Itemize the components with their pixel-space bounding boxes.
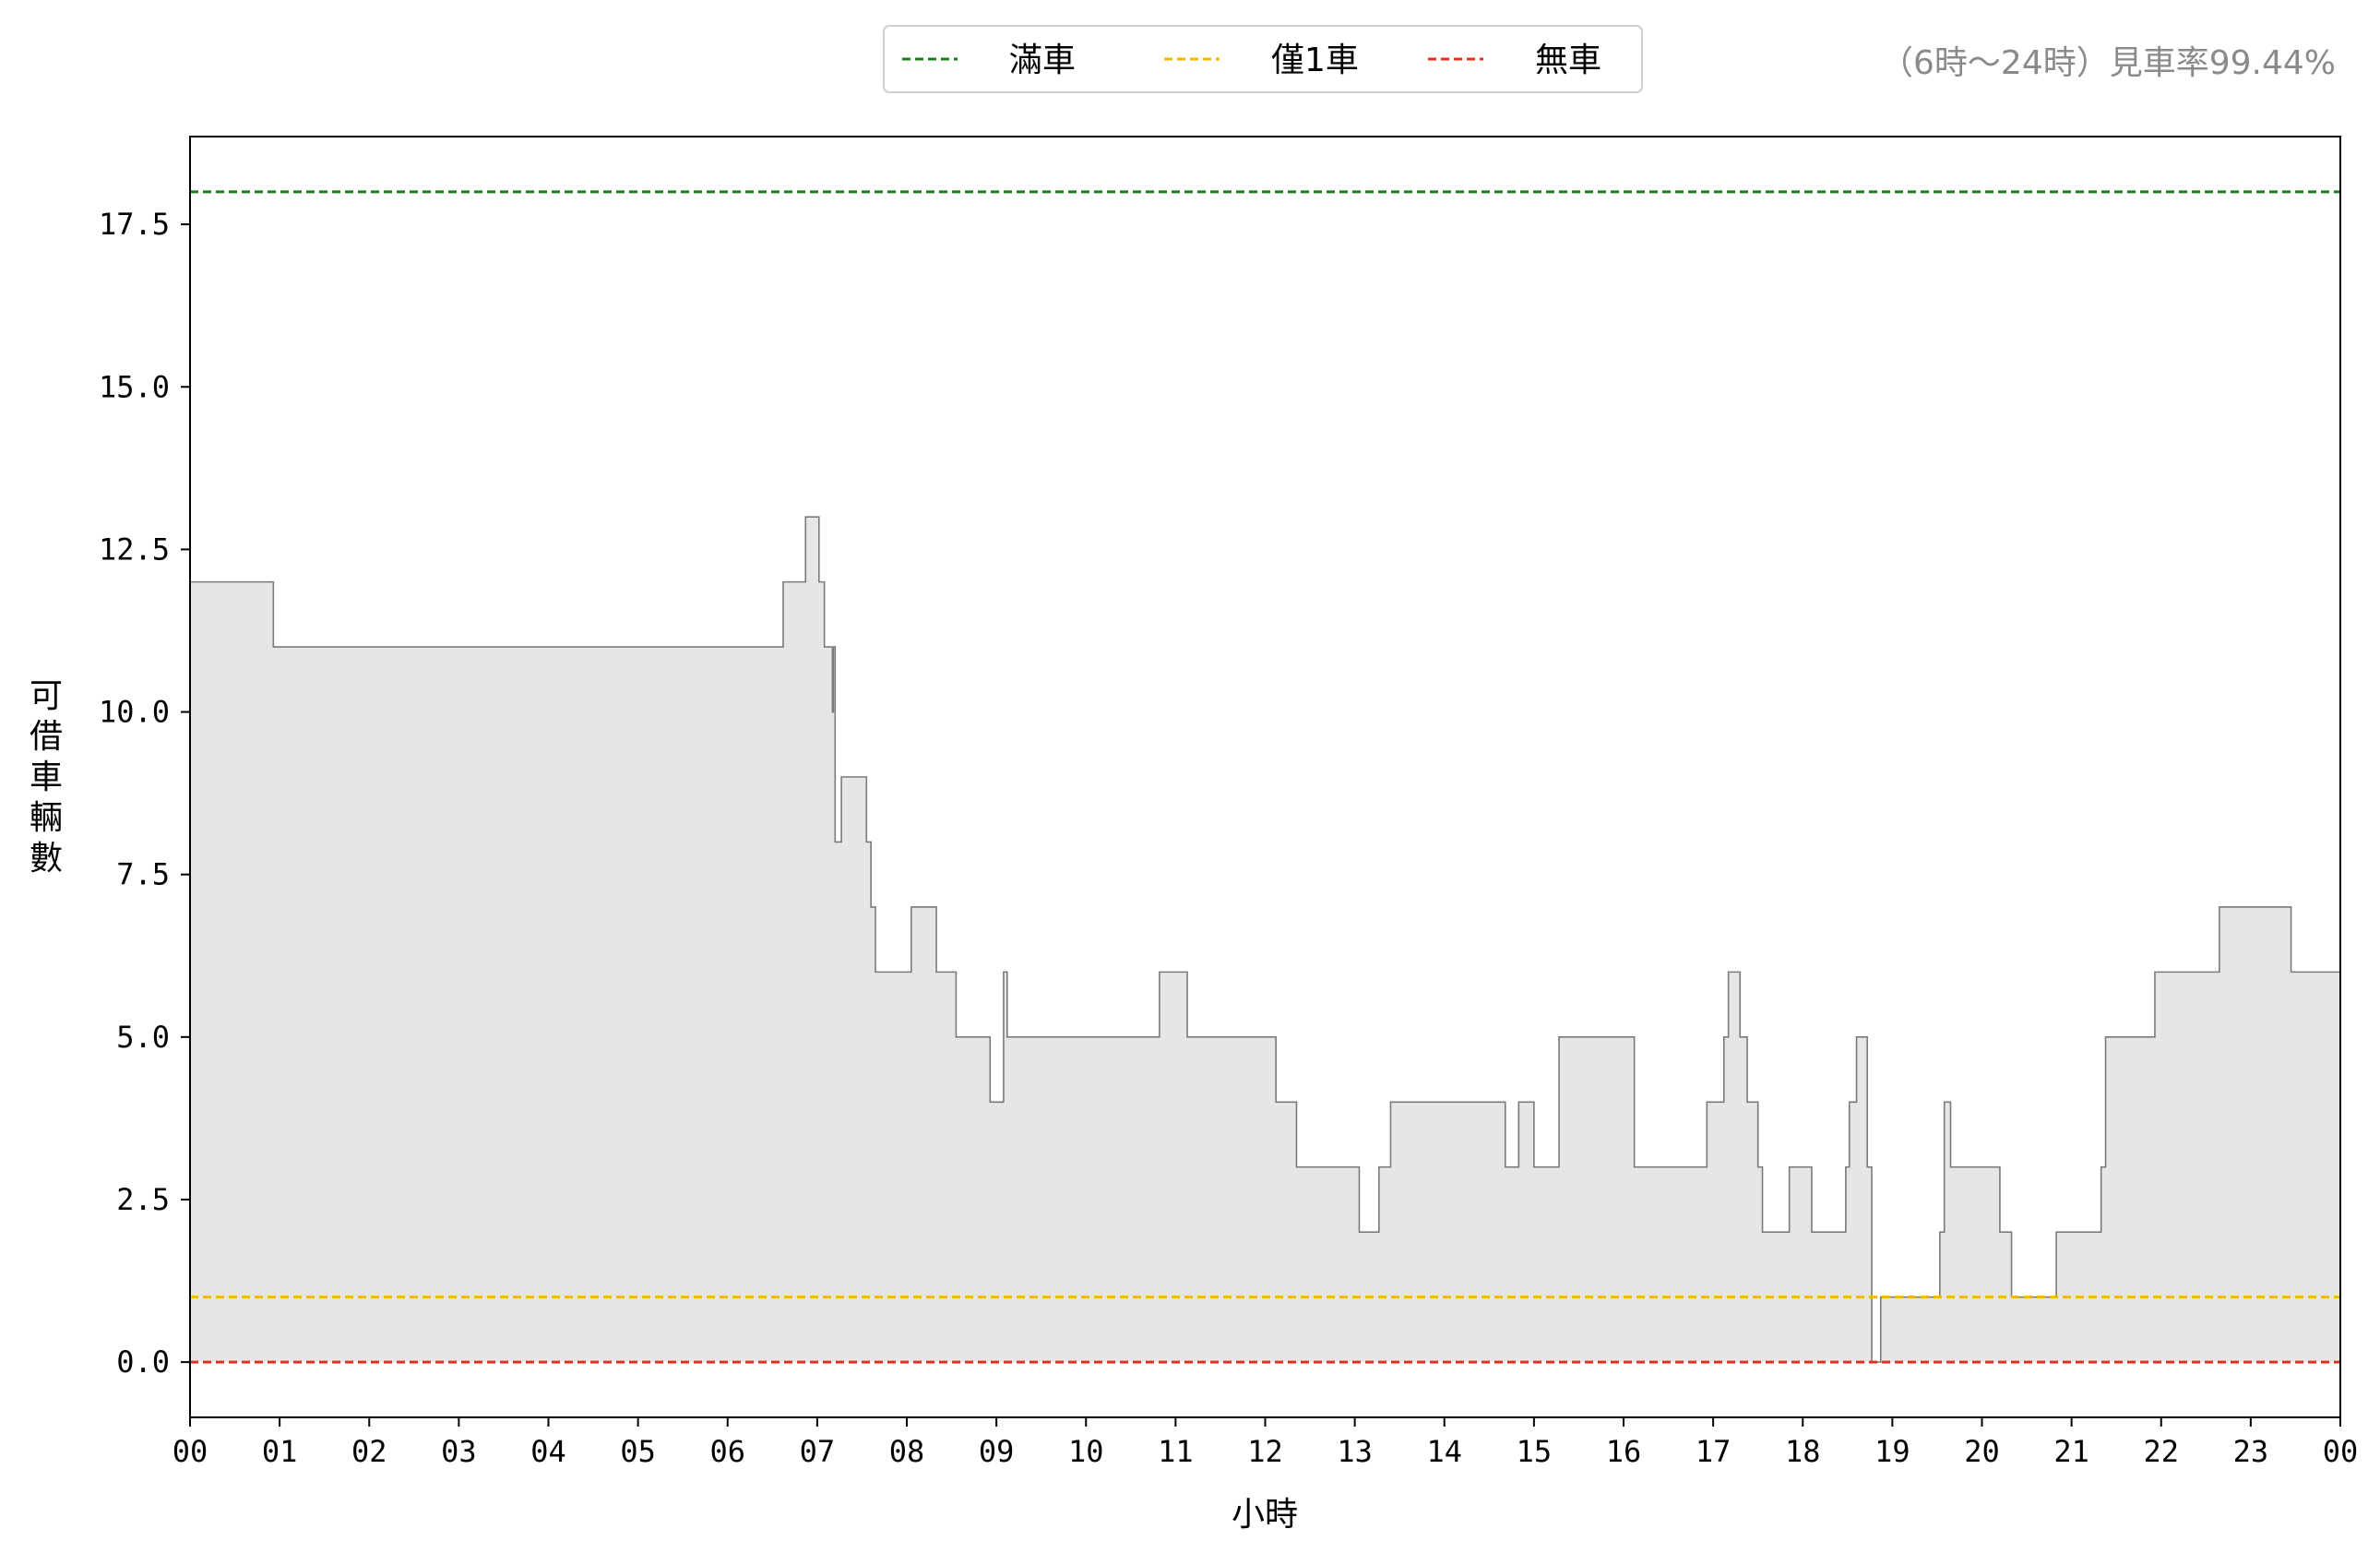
x-tick-label: 02 [351, 1434, 387, 1469]
y-axis-title: 可借車輛數 [30, 677, 63, 878]
x-tick-label: 04 [530, 1434, 566, 1469]
x-axis-title: 小時 [1232, 1496, 1298, 1534]
x-tick-label: 23 [2233, 1434, 2269, 1469]
x-tick-label: 06 [709, 1434, 745, 1469]
series-line-0 [190, 516, 2341, 1363]
x-tick-label: 00 [2323, 1434, 2359, 1469]
y-tick-label: 15.0 [99, 369, 170, 404]
legend-items: 滿車 僅1車 無車 [902, 42, 1601, 79]
y-tick-label: 12.5 [99, 532, 170, 567]
x-tick-label: 17 [1696, 1434, 1731, 1469]
x-tick-label: 03 [441, 1434, 477, 1469]
legend-label-1: 僅1車 [1271, 42, 1359, 79]
series-area-0 [190, 517, 2340, 1363]
x-tick-label: 20 [1964, 1434, 2000, 1469]
x-tick-label: 05 [620, 1434, 656, 1469]
x-tick-label: 14 [1426, 1434, 1462, 1469]
x-tick-label: 16 [1606, 1434, 1642, 1469]
legend-label-0: 滿車 [1009, 42, 1076, 79]
y-tick-label: 0.0 [116, 1344, 170, 1380]
y-tick-label: 7.5 [116, 857, 170, 892]
x-tick-label: 09 [979, 1434, 1015, 1469]
legend: 滿車 僅1車 無車 [883, 25, 1643, 93]
y-tick-label: 2.5 [116, 1182, 170, 1217]
x-tick-label: 00 [173, 1434, 208, 1469]
x-tick-label: 07 [800, 1434, 836, 1469]
y-tick-label: 17.5 [99, 207, 170, 242]
y-tick-label: 10.0 [99, 695, 170, 730]
x-tick-label: 13 [1337, 1434, 1373, 1469]
plot-layer: 00 01 02 03 04 05 06 07 08 09 10 11 12 13 14 15 16 17 18 19… [99, 136, 2359, 1469]
x-tick-label: 11 [1158, 1434, 1194, 1469]
legend-label-2: 無車 [1535, 42, 1601, 79]
legend-box [883, 25, 1643, 93]
x-tick-label: 15 [1517, 1434, 1553, 1469]
y-axis-title-text: 可借車輛數 [30, 677, 63, 878]
x-tick-label: 21 [2053, 1434, 2089, 1469]
x-tick-label: 12 [1247, 1434, 1283, 1469]
x-tick-label: 18 [1785, 1434, 1821, 1469]
x-tick-label: 10 [1068, 1434, 1104, 1469]
stat-text: （6時〜24時）見車率99.44% [1880, 44, 2336, 82]
y-tick-label: 5.0 [116, 1020, 170, 1055]
x-tick-label: 08 [889, 1434, 925, 1469]
x-tick-label: 19 [1874, 1434, 1910, 1469]
x-tick-label: 22 [2143, 1434, 2179, 1469]
x-tick-label: 01 [262, 1434, 298, 1469]
